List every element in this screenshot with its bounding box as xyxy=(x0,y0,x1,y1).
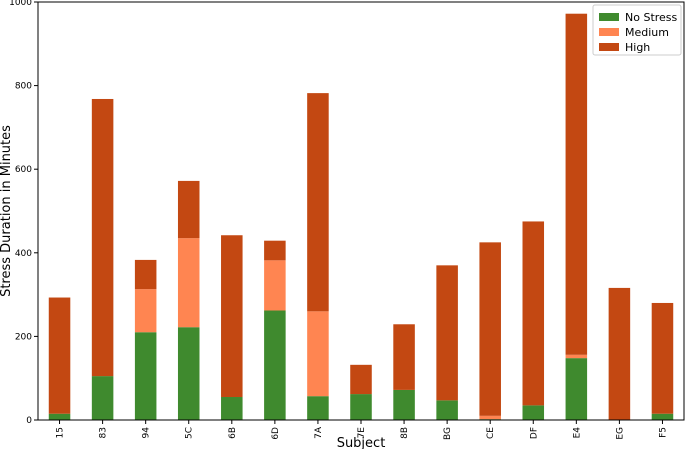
bar-high-15 xyxy=(48,297,71,414)
y-tick-label: 600 xyxy=(15,165,32,175)
bar-high-CE xyxy=(479,242,501,416)
legend-label: High xyxy=(625,41,650,54)
bar-high-E4 xyxy=(565,13,588,355)
bar-high-6B xyxy=(221,235,243,398)
x-axis: 15 83 94 5C 6B 6D 7A 7E 8B BG CE DF E4 EG F5 xyxy=(56,420,668,440)
bar-no-stress-7E xyxy=(350,394,372,420)
x-tick-label: 83 xyxy=(99,427,109,438)
bar-high-6D xyxy=(264,240,286,261)
x-axis-title: Subject xyxy=(337,436,386,449)
bar-no-stress-5C xyxy=(177,327,200,420)
y-tick-label: 200 xyxy=(15,332,32,342)
x-tick-label: 7E xyxy=(357,427,367,439)
x-tick-label: 7A xyxy=(314,426,324,439)
bar-high-7E xyxy=(350,364,372,395)
bar-no-stress-83 xyxy=(91,376,114,420)
legend-swatch-medium xyxy=(599,28,619,36)
y-tick-label: 0 xyxy=(26,416,32,426)
bar-high-F5 xyxy=(651,302,674,414)
x-tick-label: EG xyxy=(615,427,625,440)
bar-no-stress-94 xyxy=(134,332,157,420)
y-tick-label: 1000 xyxy=(9,0,32,8)
bar-high-EG xyxy=(608,287,631,420)
bar-medium-94 xyxy=(134,289,157,333)
x-tick-label: 6D xyxy=(271,427,281,440)
x-tick-label: CE xyxy=(486,427,496,439)
bar-medium-7A xyxy=(307,311,329,397)
bar-high-DF xyxy=(522,221,545,406)
x-tick-label: DF xyxy=(529,427,539,439)
bar-medium-5C xyxy=(177,238,200,328)
x-tick-label: E4 xyxy=(572,427,582,439)
x-tick-label: 5C xyxy=(185,427,195,439)
bar-no-stress-6D xyxy=(264,310,286,420)
bar-no-stress-7A xyxy=(307,396,329,420)
bar-no-stress-8B xyxy=(393,389,415,420)
bar-medium-E4 xyxy=(565,354,588,359)
bar-high-94 xyxy=(134,259,157,290)
x-tick-label: 94 xyxy=(142,427,152,439)
bar-high-7A xyxy=(307,93,329,312)
bar-medium-6D xyxy=(264,260,286,311)
y-tick-label: 400 xyxy=(15,249,32,259)
y-axis: 0 200 400 600 800 1000 xyxy=(9,0,38,426)
bar-medium-CE xyxy=(479,415,501,420)
legend-label: No Stress xyxy=(625,11,678,24)
x-tick-label: F5 xyxy=(658,427,668,438)
y-tick-label: 800 xyxy=(15,82,32,92)
bar-no-stress-BG xyxy=(436,400,458,420)
bar-high-8B xyxy=(393,324,415,390)
x-tick-label: 6B xyxy=(228,427,238,439)
x-tick-label: BG xyxy=(443,427,453,440)
bar-high-BG xyxy=(436,265,458,401)
y-axis-title: Stress Duration in Minutes xyxy=(0,125,14,297)
legend-swatch-no-stress xyxy=(599,13,619,21)
bar-high-83 xyxy=(91,98,114,377)
bar-no-stress-E4 xyxy=(565,358,588,420)
x-tick-label: 15 xyxy=(56,427,66,438)
bar-no-stress-DF xyxy=(522,405,545,420)
legend: No Stress Medium High xyxy=(592,4,682,56)
bar-no-stress-15 xyxy=(48,413,71,420)
bar-no-stress-6B xyxy=(221,397,243,420)
legend-swatch-high xyxy=(599,43,619,51)
legend-label: Medium xyxy=(625,26,669,39)
x-tick-label: 8B xyxy=(400,427,410,439)
bars-group xyxy=(48,13,674,420)
bar-high-5C xyxy=(177,180,200,239)
bar-no-stress-F5 xyxy=(651,413,674,420)
